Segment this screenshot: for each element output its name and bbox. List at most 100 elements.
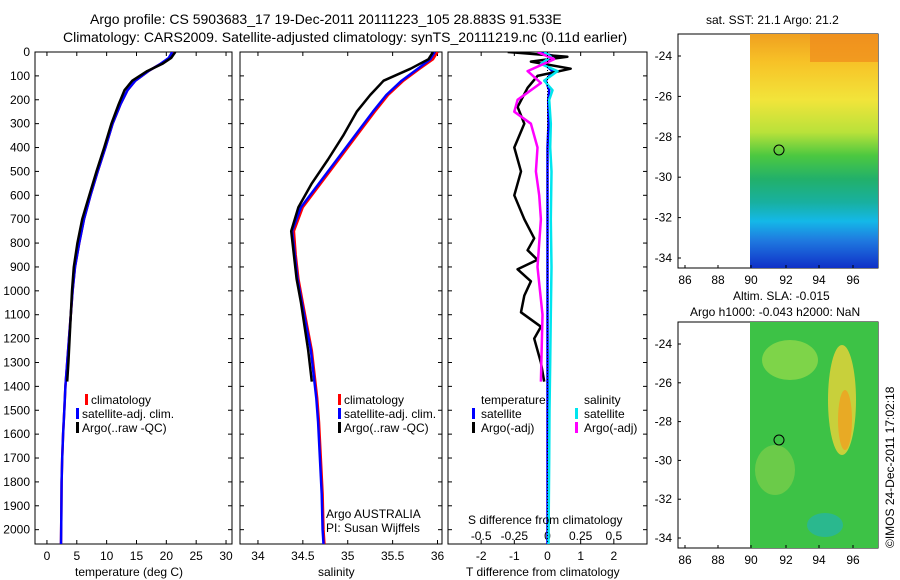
temperature-xtick-label: 0 bbox=[44, 549, 51, 563]
salinity-series-satellite-adj-clim- bbox=[290, 52, 436, 544]
legend-label-satellite: satellite-adj. clim. bbox=[344, 407, 436, 421]
legend-marker-climatology bbox=[85, 394, 88, 405]
legend-label-temp-satellite: satellite bbox=[481, 407, 522, 421]
salinity-series-climatology bbox=[292, 52, 439, 544]
salinity-xtick-label: 35 bbox=[341, 549, 355, 563]
map1-xtick-label: 88 bbox=[711, 273, 725, 287]
difference-legend: temperature salinity satellite satellite… bbox=[472, 393, 637, 435]
legend-label-argo: Argo(..raw -QC) bbox=[344, 421, 429, 435]
legend-label-argo: Argo(..raw -QC) bbox=[82, 421, 167, 435]
legend-marker-satellite bbox=[338, 408, 341, 419]
map2-xtick-label: 90 bbox=[744, 553, 758, 567]
legend-label-climatology: climatology bbox=[344, 393, 404, 407]
depth-tick-label: 2000 bbox=[3, 523, 30, 537]
depth-tick-label: 1100 bbox=[4, 308, 30, 322]
sla-map-title2: Argo h1000: -0.043 h2000: NaN bbox=[690, 305, 860, 319]
depth-tick-label: 1700 bbox=[3, 451, 30, 465]
sla-map bbox=[677, 321, 879, 549]
temperature-xtick-label: 15 bbox=[130, 549, 144, 563]
map1-ytick-label: -32 bbox=[655, 211, 673, 225]
temperature-xtick-label: 20 bbox=[160, 549, 174, 563]
salinity-xtick-label: 35.5 bbox=[381, 549, 405, 563]
map2-ytick-label: -28 bbox=[655, 415, 673, 429]
depth-tick-label: 400 bbox=[10, 141, 30, 155]
temperature-xlabel: temperature (deg C) bbox=[75, 565, 183, 579]
difference-series-temperature-argo-adj- bbox=[507, 52, 572, 382]
legend-label-sal-argo: Argo(-adj) bbox=[584, 421, 637, 435]
map2-ytick-label: -32 bbox=[655, 492, 673, 506]
depth-tick-label: 800 bbox=[10, 236, 30, 250]
map1-xtick-label: 90 bbox=[744, 273, 758, 287]
temperature-series-argo-raw-qc- bbox=[65, 52, 177, 382]
salinity-diff-tick-label: 0.25 bbox=[569, 529, 593, 543]
sst-map-title: sat. SST: 21.1 Argo: 21.2 bbox=[706, 13, 839, 27]
difference-xlabel-top: S difference from climatology bbox=[468, 513, 623, 527]
argo-location-marker bbox=[773, 144, 785, 156]
legend-label-sal-satellite: satellite bbox=[584, 407, 625, 421]
argo-program-label: Argo AUSTRALIA bbox=[326, 507, 421, 521]
legend-label-climatology: climatology bbox=[91, 393, 151, 407]
depth-tick-label: 1900 bbox=[3, 499, 30, 513]
depth-tick-label: 1400 bbox=[3, 379, 30, 393]
temperature-xtick-label: 10 bbox=[100, 549, 114, 563]
depth-tick-label: 500 bbox=[10, 164, 30, 178]
legend-label-temp-argo: Argo(-adj) bbox=[481, 421, 534, 435]
difference-xtick-label: 2 bbox=[610, 549, 617, 563]
map1-xtick-label: 96 bbox=[846, 273, 860, 287]
map2-ytick-label: -34 bbox=[655, 531, 673, 545]
map2-xtick-label: 88 bbox=[711, 553, 725, 567]
legend-title-salinity: salinity bbox=[584, 393, 621, 407]
map2-xtick-label: 92 bbox=[779, 553, 793, 567]
sst-field bbox=[750, 34, 878, 268]
temperature-xtick-label: 30 bbox=[219, 549, 233, 563]
temperature-series-climatology bbox=[59, 52, 176, 544]
legend-marker-temp-argo bbox=[472, 422, 475, 433]
difference-xtick-label: 0 bbox=[544, 549, 551, 563]
map1-ytick-label: -34 bbox=[655, 251, 673, 265]
sla-patch-orange bbox=[838, 390, 852, 450]
sst-warm-patch bbox=[810, 34, 878, 62]
legend-marker-satellite bbox=[76, 408, 79, 419]
pi-label: PI: Susan Wijffels bbox=[326, 521, 420, 535]
argo-location-marker bbox=[773, 434, 785, 446]
map2-ytick-label: -30 bbox=[655, 453, 673, 467]
depth-tick-label: 300 bbox=[10, 117, 30, 131]
salinity-legend: climatology satellite-adj. clim. Argo(..… bbox=[338, 393, 436, 435]
map1-xtick-label: 86 bbox=[678, 273, 692, 287]
legend-marker-sal-argo bbox=[575, 422, 578, 433]
sst-map bbox=[677, 33, 879, 269]
difference-series-salinity-satellite bbox=[539, 52, 559, 544]
map1-xtick-label: 94 bbox=[812, 273, 826, 287]
depth-tick-label: 1200 bbox=[3, 332, 30, 346]
depth-tick-label: 1500 bbox=[3, 403, 30, 417]
salinity-panel-frame bbox=[239, 51, 443, 545]
map1-xtick-label: 92 bbox=[779, 273, 793, 287]
map1-ytick-label: -26 bbox=[655, 89, 673, 103]
salinity-xtick-label: 36 bbox=[431, 549, 445, 563]
depth-tick-label: 200 bbox=[10, 93, 30, 107]
difference-series-salinity-argo-adj- bbox=[513, 52, 556, 382]
sla-patch-light2 bbox=[755, 445, 795, 495]
map1-ytick-label: -30 bbox=[655, 170, 673, 184]
map2-ytick-label: -24 bbox=[655, 337, 673, 351]
legend-marker-argo bbox=[76, 422, 79, 433]
map1-ytick-label: -28 bbox=[655, 130, 673, 144]
sla-patch-cyan bbox=[807, 513, 843, 537]
depth-tick-label: 900 bbox=[10, 260, 30, 274]
depth-tick-label: 100 bbox=[10, 69, 30, 83]
salinity-series-argo-raw-qc- bbox=[289, 52, 435, 382]
temperature-legend: climatology satellite-adj. clim. Argo(..… bbox=[76, 393, 174, 435]
legend-marker-temp-satellite bbox=[472, 408, 475, 419]
map2-ytick-label: -26 bbox=[655, 376, 673, 390]
credit-text: ©IMOS 24-Dec-2011 17:02:18 bbox=[883, 386, 897, 548]
legend-title-temperature: temperature bbox=[481, 393, 546, 407]
map2-xtick-label: 96 bbox=[846, 553, 860, 567]
depth-tick-label: 700 bbox=[10, 212, 30, 226]
salinity-diff-tick-label: 0.5 bbox=[605, 529, 622, 543]
depth-tick-label: 1600 bbox=[3, 427, 30, 441]
salinity-xtick-label: 34.5 bbox=[291, 549, 315, 563]
temperature-xtick-label: 5 bbox=[73, 549, 80, 563]
depth-tick-label: 1000 bbox=[3, 284, 30, 298]
sla-map-title1: Altim. SLA: -0.015 bbox=[733, 289, 830, 303]
difference-xtick-label: -1 bbox=[509, 549, 520, 563]
